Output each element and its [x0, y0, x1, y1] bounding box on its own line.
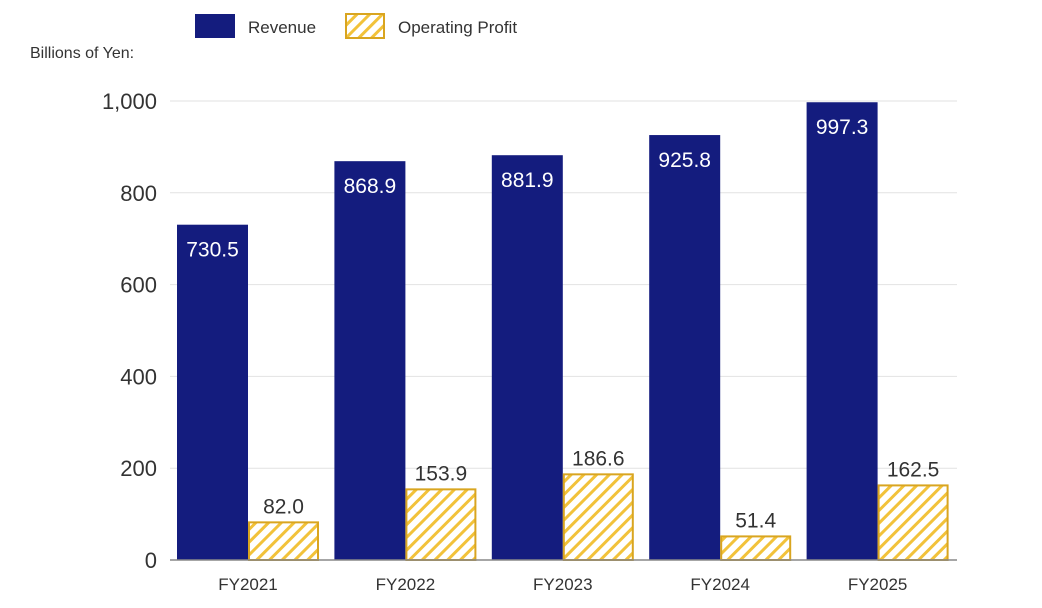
bar-revenue — [649, 135, 721, 560]
x-tick-label: FY2024 — [690, 575, 750, 594]
y-axis-label: Billions of Yen: — [30, 45, 134, 62]
data-label-operating-profit: 153.9 — [415, 462, 468, 485]
x-tick-label: FY2022 — [376, 575, 436, 594]
bar-operating-profit — [720, 535, 792, 562]
x-tick-label: FY2021 — [218, 575, 278, 594]
bar-operating-profit — [877, 484, 949, 562]
data-label-revenue: 730.5 — [186, 239, 239, 262]
y-tick-label: 400 — [120, 364, 157, 389]
data-label-operating-profit: 162.5 — [887, 458, 940, 481]
legend-swatch-operating-profit — [345, 13, 385, 39]
y-tick-label: 200 — [120, 456, 157, 481]
data-label-revenue: 881.9 — [501, 169, 554, 192]
legend: Revenue Operating Profit — [195, 13, 517, 39]
bar-operating-profit — [248, 521, 319, 561]
legend-swatch-revenue — [195, 14, 235, 38]
data-label-revenue: 925.8 — [658, 149, 711, 172]
data-label-operating-profit: 186.6 — [572, 447, 625, 470]
y-tick-label: 800 — [120, 181, 157, 206]
y-tick-label: 1,000 — [102, 89, 157, 114]
data-label-revenue: 868.9 — [344, 175, 397, 198]
x-tick-label: FY2025 — [848, 575, 908, 594]
bar-operating-profit — [405, 488, 477, 561]
x-tick-label: FY2023 — [533, 575, 593, 594]
data-label-operating-profit: 51.4 — [735, 509, 776, 532]
data-label-operating-profit: 82.0 — [263, 495, 304, 518]
bar-revenue — [491, 155, 563, 561]
y-tick-label: 0 — [145, 548, 157, 573]
legend-label-operating-profit: Operating Profit — [398, 18, 517, 37]
bar-revenue — [177, 224, 248, 560]
bar-operating-profit — [562, 473, 634, 561]
bar-revenue — [334, 161, 406, 560]
y-tick-label: 600 — [120, 273, 157, 298]
legend-label-revenue: Revenue — [248, 18, 316, 37]
bar-revenue — [806, 102, 878, 560]
data-label-revenue: 997.3 — [816, 116, 869, 139]
